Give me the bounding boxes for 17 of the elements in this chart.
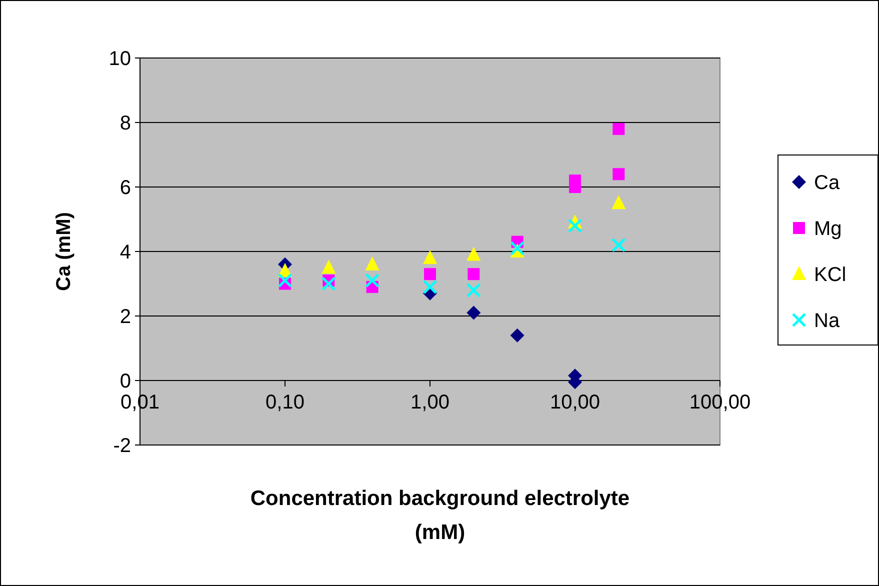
y-tick-label: 8: [120, 112, 131, 134]
y-tick-label: 6: [120, 177, 131, 199]
legend-label: KCl: [814, 264, 846, 286]
x-axis-title: Concentration background electrolyte (mM): [250, 487, 630, 544]
y-tick-label: -2: [113, 435, 131, 457]
x-tick-label: 10,00: [550, 392, 600, 414]
y-tick-label: 0: [120, 370, 131, 392]
y-tick-label: 4: [120, 242, 131, 264]
x-tick-label: 1,00: [410, 392, 450, 414]
legend-label: Mg: [814, 218, 842, 240]
y-tick-label: 2: [120, 306, 131, 328]
legend-label: Ca: [814, 172, 840, 194]
x-tick-label: 0,10: [266, 392, 304, 414]
y-tick-label: 10: [108, 48, 131, 70]
x-tick-label: 100,00: [689, 392, 751, 414]
legend-label: Na: [814, 310, 840, 332]
y-axis-title: Ca (mM): [53, 212, 75, 291]
